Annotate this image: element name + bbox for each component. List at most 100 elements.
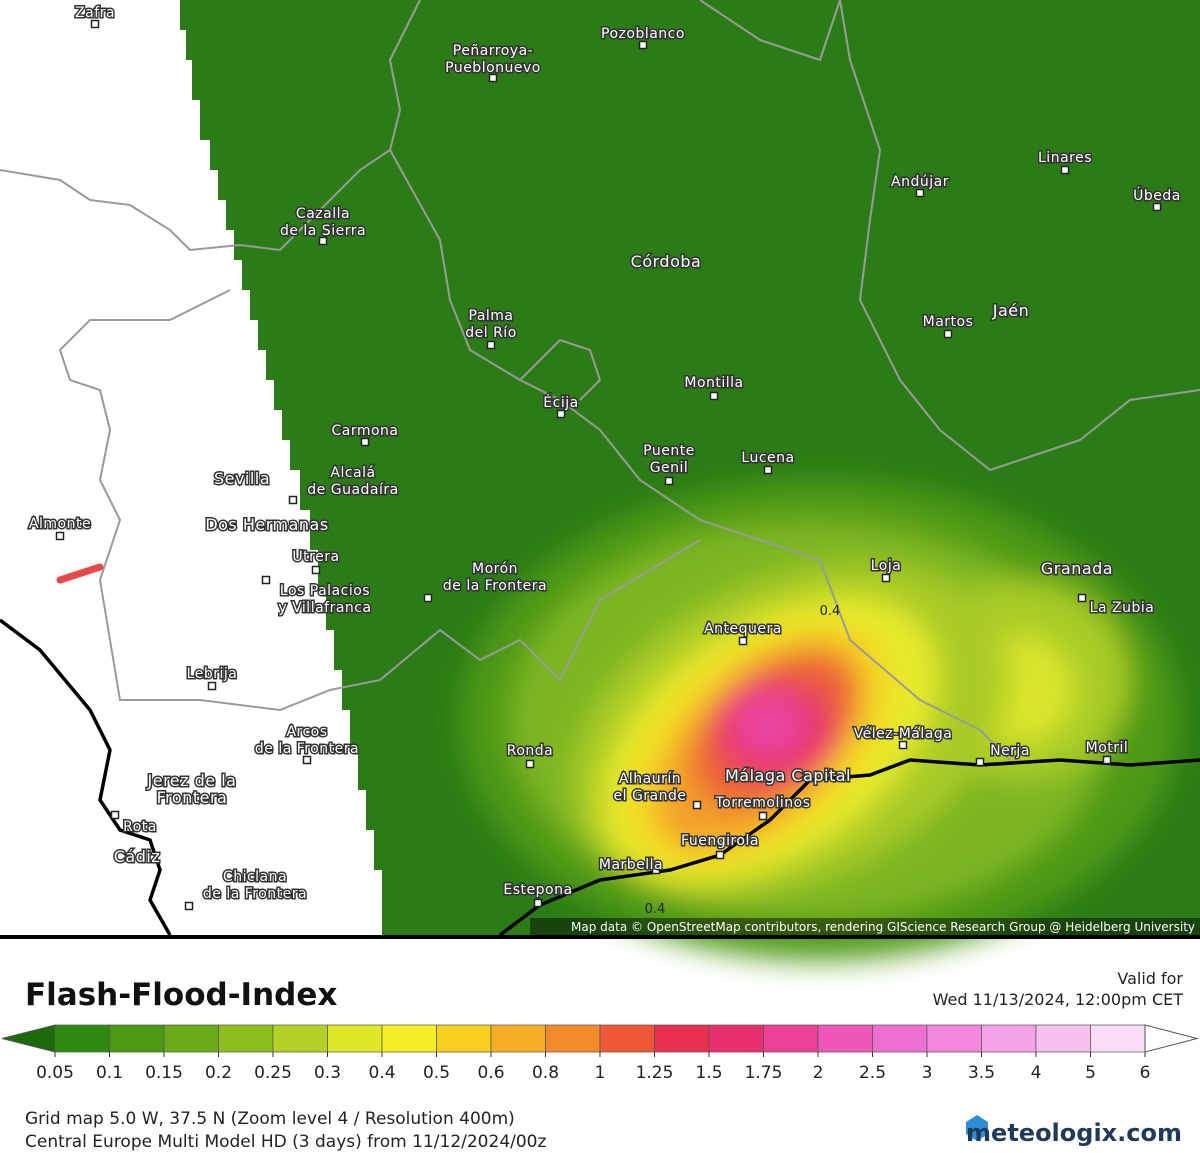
scale-label: 1.25 [636, 1063, 674, 1083]
scale-cell [163, 1024, 219, 1053]
place-name: Ronda [507, 743, 554, 759]
place-name: Almonte [29, 516, 91, 532]
place-marker [486, 340, 496, 350]
place-name: Morón [472, 561, 518, 577]
place-marker [898, 740, 908, 750]
place-name: Genil [650, 460, 689, 476]
color-scale: 0.05 0.1 0.15 0.2 0.25 0.3 0.4 0.5 0.6 0.8 1 1.25 1.… [1, 1024, 1199, 1083]
place-marker [1102, 755, 1112, 765]
scale-label: 0.5 [423, 1063, 450, 1083]
place-marker [715, 850, 725, 860]
place-marker [975, 757, 985, 767]
place-marker [311, 565, 321, 575]
scale-label: 4 [1031, 1063, 1042, 1083]
place-marker [110, 810, 120, 820]
place-name: Úbeda [1133, 186, 1181, 204]
scale-label: 1 [595, 1063, 606, 1083]
place-name: Andújar [891, 174, 949, 190]
scale-cell [708, 1024, 764, 1053]
place-name: Torremolinos [714, 795, 810, 811]
place-name: Málaga Capital [725, 766, 851, 785]
brand-logo [966, 1115, 988, 1141]
place-name: Martos [923, 314, 974, 330]
place-name: Zafra [75, 5, 115, 21]
attribution-bg [530, 918, 1200, 935]
place-marker [556, 409, 566, 419]
scale-cell [763, 1024, 819, 1053]
no-data-area [0, 0, 382, 935]
scale-cell [926, 1024, 982, 1053]
place-name: Peñarroya- [453, 43, 533, 59]
place-name: Córdoba [631, 252, 702, 271]
brand: meteologix.com [966, 1119, 1182, 1147]
place-marker [943, 329, 953, 339]
contour-label: 0.4 [645, 902, 666, 917]
place-name: de la Frontera [443, 578, 547, 594]
scale-cell [436, 1024, 492, 1053]
place-name: Alhaurín [619, 771, 681, 787]
scale-cell [272, 1024, 328, 1053]
scale-label: 6 [1140, 1063, 1151, 1083]
scale-label: 0.6 [477, 1063, 504, 1083]
scale-label: 3 [922, 1063, 933, 1083]
scale-cell [327, 1024, 383, 1053]
place-marker [664, 476, 674, 486]
borders [0, 0, 1200, 761]
place-name: Estepona [503, 882, 572, 898]
place-name: Lebrija [187, 666, 238, 682]
place-name: Sevilla [214, 469, 270, 488]
place-marker [488, 73, 498, 83]
place-marker [758, 811, 768, 821]
place-name: Palma [469, 308, 514, 324]
scale-cell [54, 1024, 110, 1053]
highlight-mark [56, 563, 104, 584]
legend-title: Flash-Flood-Index [25, 977, 337, 1013]
place-name: Loja [871, 558, 902, 574]
scale-label: 0.8 [532, 1063, 559, 1083]
place-name: del Río [465, 325, 517, 341]
scale-cell [1035, 1024, 1091, 1053]
footer-line: Grid map 5.0 W, 37.5 N (Zoom level 4 / R… [25, 1109, 515, 1129]
place-name: Écija [543, 394, 578, 411]
place-marker [533, 898, 543, 908]
place-name: Antequera [704, 621, 782, 637]
scale-label: 0.1 [96, 1063, 123, 1083]
scale-label: 1.5 [695, 1063, 722, 1083]
place-marker [55, 531, 65, 541]
place-name: Lucena [741, 450, 794, 466]
place-marker [763, 465, 773, 475]
scale-label: 0.4 [368, 1063, 395, 1083]
place-marker [288, 495, 298, 505]
scale-cell [381, 1024, 437, 1053]
place-name: Pozoblanco [601, 26, 685, 42]
scale-cell [490, 1024, 546, 1053]
scale-cell [981, 1024, 1037, 1053]
place-name: Frontera [157, 788, 228, 807]
place-name: Montilla [684, 375, 743, 391]
place-name: Vélez-Málaga [854, 726, 953, 742]
place-name: Arcos [286, 724, 327, 740]
place-name: Cádiz [114, 847, 160, 866]
place-name: Los Palacios [280, 583, 370, 599]
scale-cell [1090, 1024, 1146, 1053]
place-name: Chiclana [223, 869, 287, 885]
place-name: Carmona [331, 423, 398, 439]
scale-label: 1.75 [745, 1063, 783, 1083]
place-marker [709, 391, 719, 401]
place-marker [360, 437, 370, 447]
place-marker [525, 759, 535, 769]
scale-label: 0.25 [254, 1063, 292, 1083]
place-name: Nerja [990, 743, 1030, 759]
valid-label: Valid for [1117, 969, 1183, 988]
scale-label: 2 [813, 1063, 824, 1083]
scale-cell [817, 1024, 873, 1053]
place-name: el Grande [613, 788, 686, 804]
place-marker [651, 865, 661, 875]
place-name: Motril [1086, 740, 1129, 756]
place-name: La Zubia [1090, 600, 1155, 616]
place-name: de Guadaíra [307, 482, 398, 498]
scale-label: 0.05 [36, 1063, 74, 1083]
place-name: Jerez de la [147, 771, 237, 790]
place-name: Fuengirola [681, 833, 759, 849]
